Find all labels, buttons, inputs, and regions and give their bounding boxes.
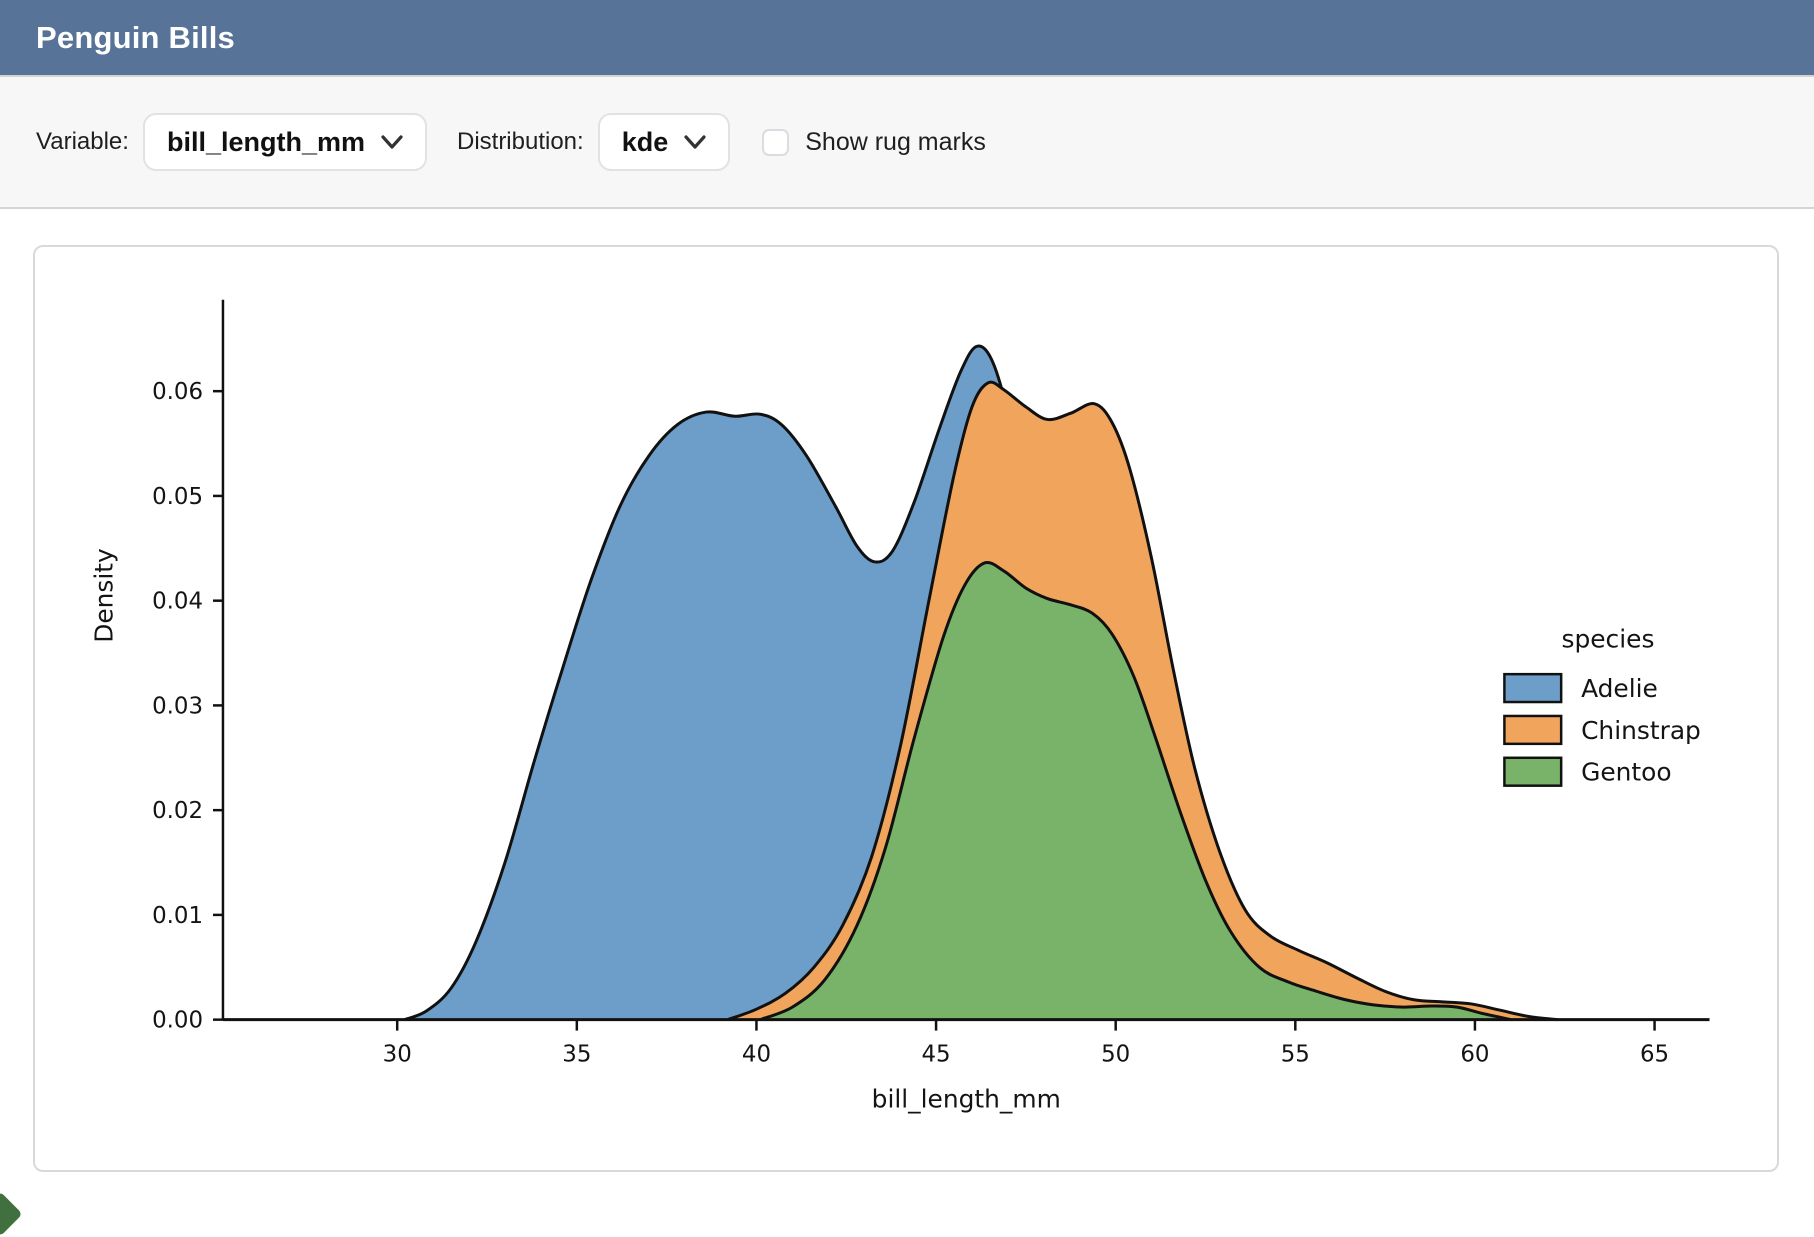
toolbar: Variable: bill_length_mm Distribution: k… xyxy=(0,77,1814,209)
legend-swatch-adelie xyxy=(1503,672,1563,704)
y-tick-label: 0.02 xyxy=(152,798,203,824)
variable-select-value: bill_length_mm xyxy=(166,126,365,157)
plot-card: 30 35 40 45 50 55 60 65 0.00 0.01 0.02 0.03 0.04 0.05… xyxy=(33,245,1779,1172)
y-tick-label: 0.00 xyxy=(152,1008,203,1034)
legend-swatch-chinstrap xyxy=(1503,714,1563,746)
x-axis-label: bill_length_mm xyxy=(872,1084,1061,1113)
y-tick-label: 0.05 xyxy=(152,484,203,510)
distribution-select-value: kde xyxy=(621,126,669,157)
rug-marks-label: Show rug marks xyxy=(805,127,986,156)
distribution-label: Distribution: xyxy=(456,128,584,155)
chevron-down-icon xyxy=(381,135,403,149)
y-tick-label: 0.04 xyxy=(152,589,203,615)
density-plot: 30 35 40 45 50 55 60 65 0.00 0.01 0.02 0.03 0.04 0.05… xyxy=(89,299,1710,1113)
kde-line-gentoo xyxy=(759,560,1512,1022)
rug-marks-checkbox[interactable] xyxy=(762,128,790,156)
x-tick-label: 35 xyxy=(562,1041,591,1067)
chevron-down-icon xyxy=(684,135,706,149)
y-axis-label: Density xyxy=(89,548,118,643)
legend-title: species xyxy=(1562,624,1655,653)
x-tick-label: 50 xyxy=(1101,1041,1130,1067)
variable-select[interactable]: bill_length_mm xyxy=(142,113,427,171)
y-tick-label: 0.03 xyxy=(152,693,203,719)
rug-marks-control: Show rug marks xyxy=(762,128,986,157)
corner-wedge xyxy=(0,1191,23,1237)
page-title: Penguin Bills xyxy=(36,19,235,55)
app-header: Penguin Bills xyxy=(0,0,1814,77)
kde-line-chinstrap xyxy=(727,380,1558,1022)
x-tick-label: 45 xyxy=(921,1041,950,1067)
distribution-select[interactable]: kde xyxy=(597,113,731,171)
legend-swatch-gentoo xyxy=(1503,756,1563,787)
x-tick-label: 40 xyxy=(742,1041,771,1067)
x-tick-label: 60 xyxy=(1460,1041,1489,1067)
x-tick-label: 55 xyxy=(1281,1041,1310,1067)
legend-label-gentoo: Gentoo xyxy=(1581,758,1672,787)
variable-label: Variable: xyxy=(36,128,129,155)
y-tick-label: 0.06 xyxy=(152,379,203,405)
x-tick-label: 30 xyxy=(383,1041,412,1067)
legend-label-chinstrap: Chinstrap xyxy=(1581,716,1701,745)
x-tick-label: 65 xyxy=(1640,1041,1669,1067)
kde-area-gentoo xyxy=(760,562,1511,1020)
legend-label-adelie: Adelie xyxy=(1581,674,1658,703)
y-tick-label: 0.01 xyxy=(152,903,203,929)
